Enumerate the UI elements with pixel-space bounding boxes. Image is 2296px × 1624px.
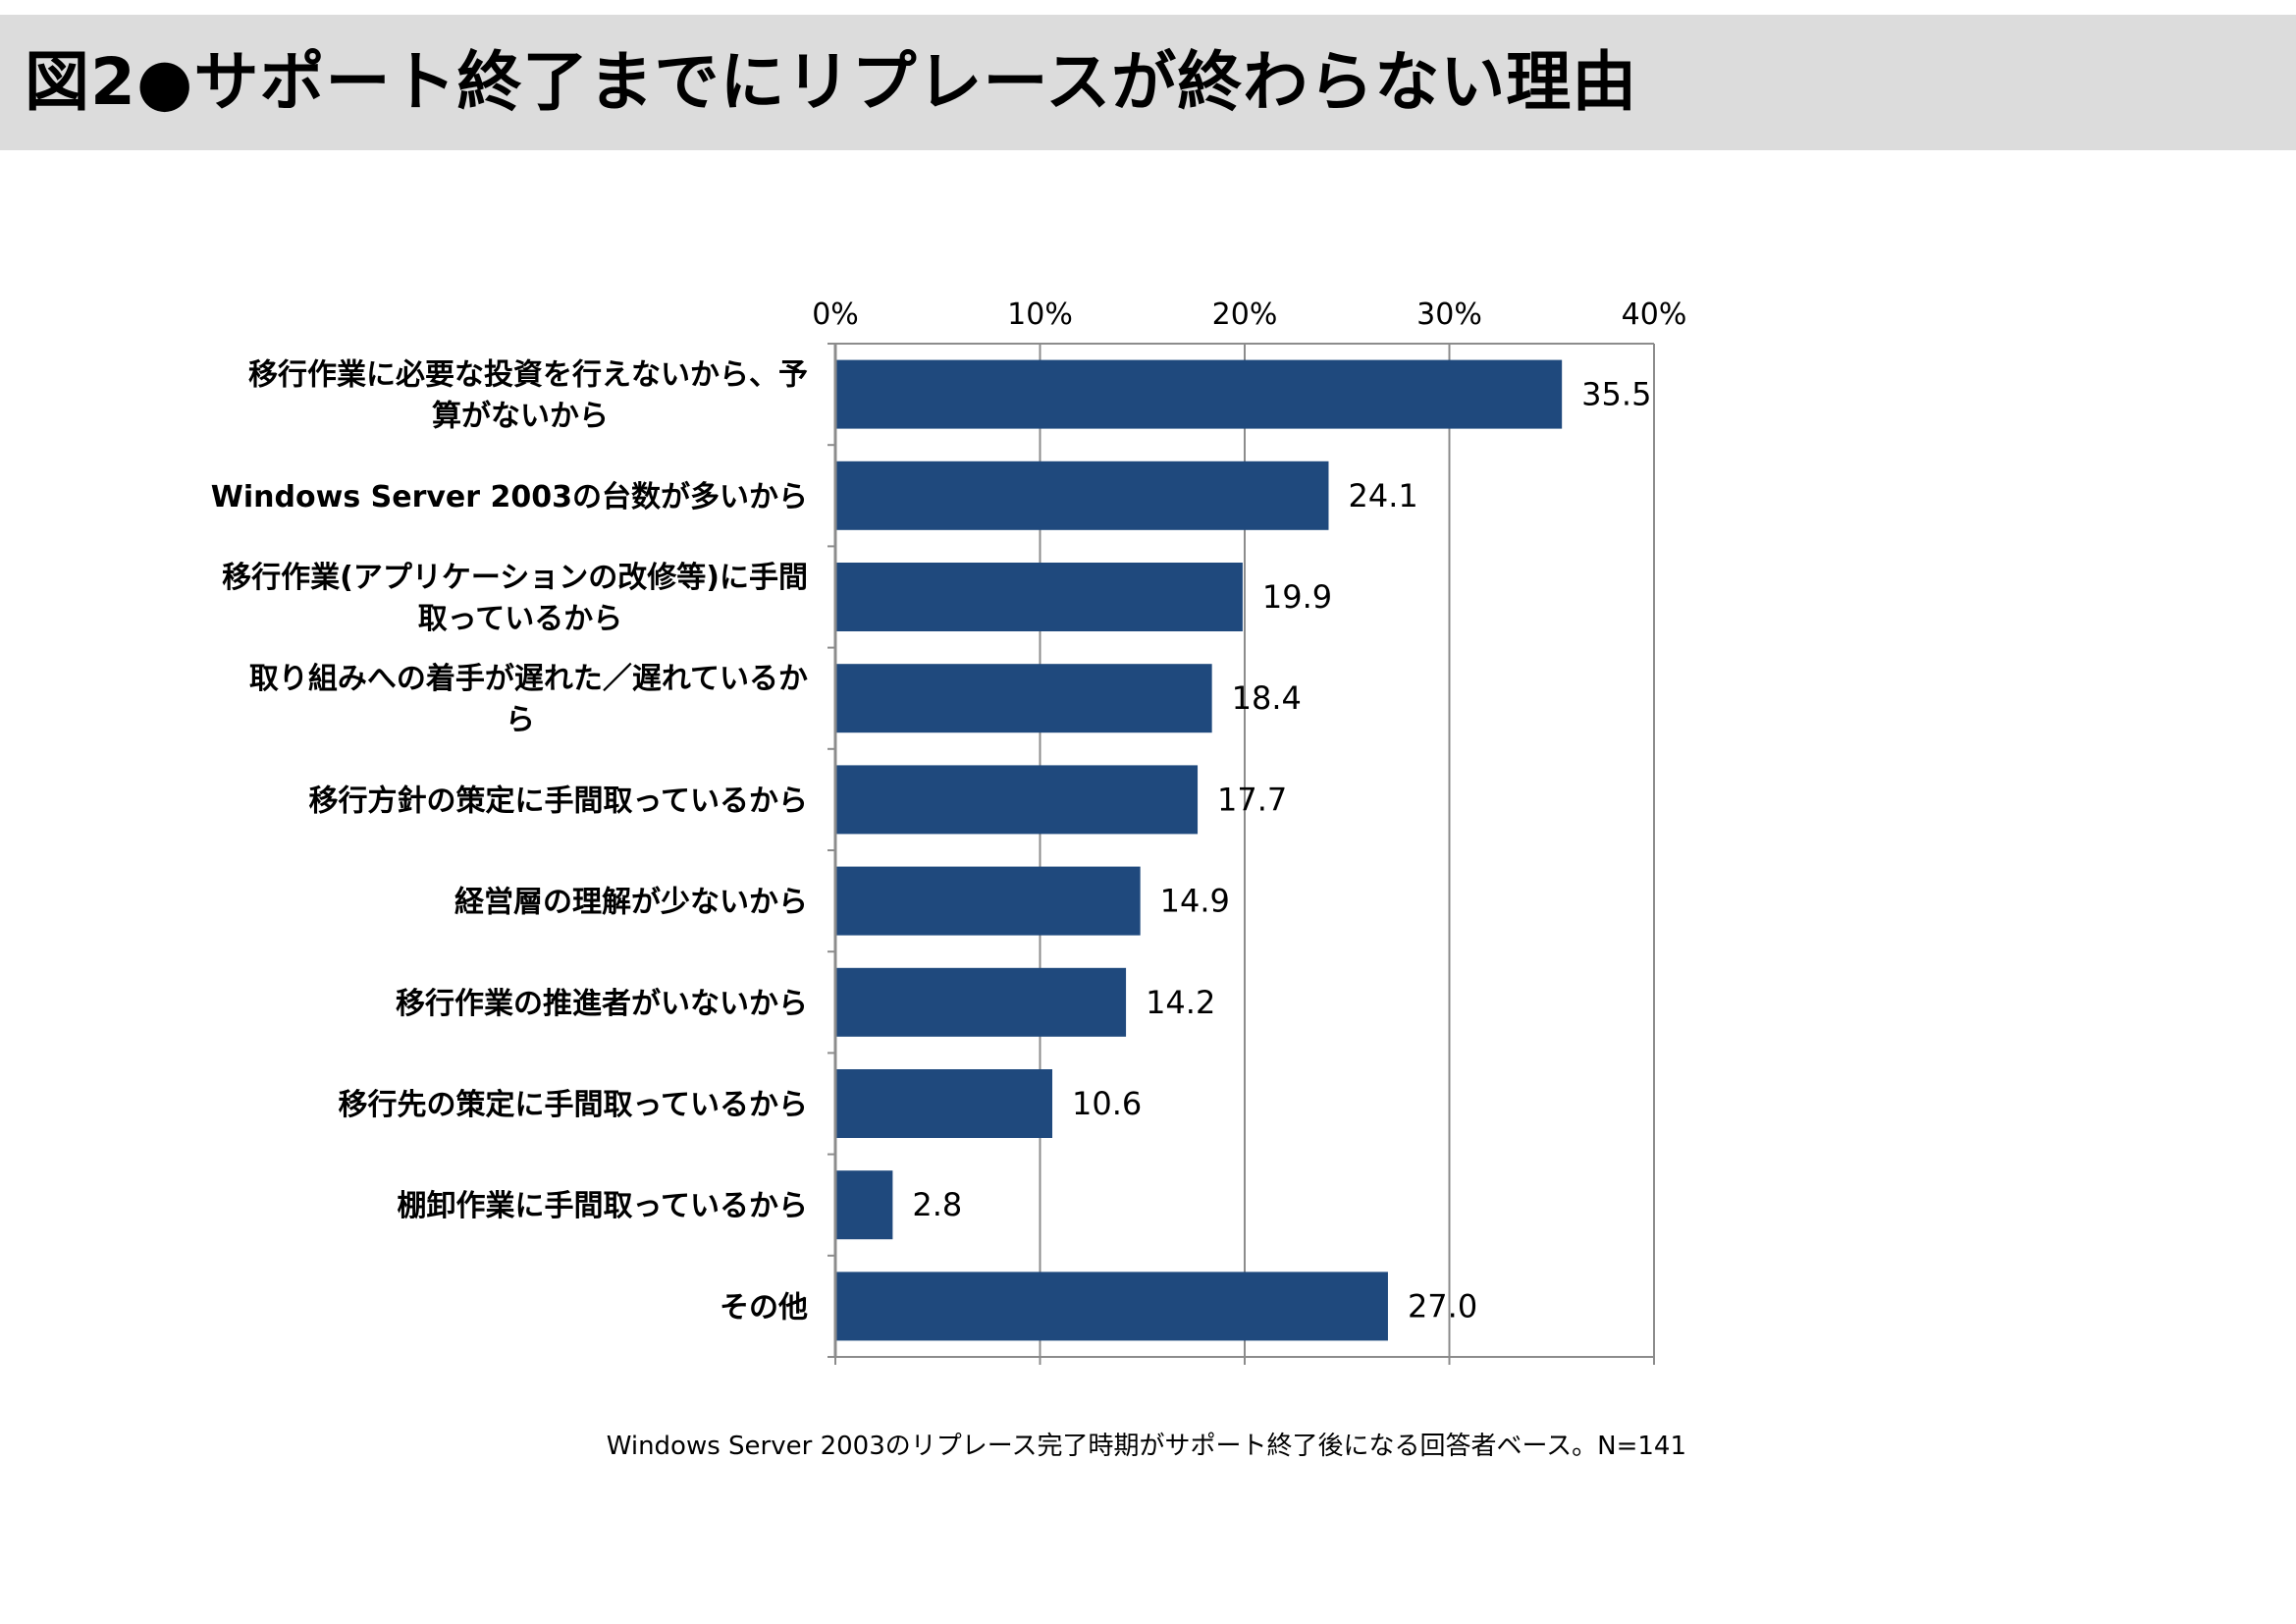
category-label-line: その他 [720,1290,808,1325]
category-label: 取り組みへの着手が遅れた／遅れているから [249,662,808,737]
category-label-line: 取っているから [418,602,623,636]
bar [836,1170,893,1240]
data-label: 18.4 [1232,679,1302,717]
bar [836,866,1141,936]
page-title: 図2●サポート終了までにリプレースが終わらない理由 [25,44,1638,120]
labels: 0% 10% 20% 30% 40% 35.5 移行作業に必要な投資を行えないから、予算がな… [211,298,1687,1325]
bars [836,359,1563,1341]
category-label-line: ら [506,703,535,737]
category-label-line: 移行作業の推進者がいないから [396,987,808,1021]
bar [836,563,1243,631]
category-label: 移行作業の推進者がいないから [396,987,808,1021]
data-label: 19.9 [1262,578,1332,616]
category-label: 経営層の理解が少ないから [454,886,808,920]
data-label: 24.1 [1348,477,1417,514]
chart-note: Windows Server 2003のリプレース完了時期がサポート終了後になる… [606,1432,1686,1461]
x-tick-label: 30% [1416,298,1482,332]
data-label: 27.0 [1408,1287,1477,1325]
title-band: 図2●サポート終了までにリプレースが終わらない理由 [0,15,2296,150]
category-label: Windows Server 2003の台数が多いから [211,480,808,514]
bar [836,664,1212,733]
data-label: 35.5 [1581,376,1651,413]
category-label-line: 算がないから [432,400,609,434]
category-label-line: 移行作業に必要な投資を行えないから、予 [248,358,808,393]
x-tick-label: 10% [1007,298,1073,332]
data-label: 14.9 [1160,883,1230,920]
bar [836,967,1127,1037]
bar [836,460,1329,530]
bar [836,359,1563,429]
data-label: 10.6 [1072,1085,1142,1122]
x-tick-label: 40% [1622,298,1687,332]
category-label-line: 棚卸作業に手間取っているから [398,1189,809,1223]
category-label: 移行作業(アプリケーションの改修等)に手間取っているから [222,561,808,636]
data-label: 2.8 [912,1186,962,1223]
category-label: 移行作業に必要な投資を行えないから、予算がないから [248,358,808,434]
category-label-line: 取り組みへの着手が遅れた／遅れているか [249,662,808,696]
category-label-line: 移行先の策定に手間取っているから [339,1088,809,1122]
bar [836,765,1199,835]
category-label-line: 移行作業(アプリケーションの改修等)に手間 [222,561,808,595]
bar [836,1272,1388,1341]
category-label: 移行先の策定に手間取っているから [339,1088,809,1122]
category-label: 棚卸作業に手間取っているから [398,1189,809,1223]
category-label-line: Windows Server 2003の台数が多いから [211,480,808,514]
axes [828,343,1655,1365]
x-tick-label: 20% [1212,298,1278,332]
category-label: その他 [720,1290,808,1325]
category-label: 移行方針の策定に手間取っているから [309,784,809,818]
bar [836,1069,1053,1138]
x-tick-label: 0% [812,298,859,332]
category-label-line: 経営層の理解が少ないから [454,886,808,920]
data-label: 17.7 [1217,781,1287,818]
data-label: 14.2 [1146,984,1215,1021]
category-label-line: 移行方針の策定に手間取っているから [309,784,809,818]
